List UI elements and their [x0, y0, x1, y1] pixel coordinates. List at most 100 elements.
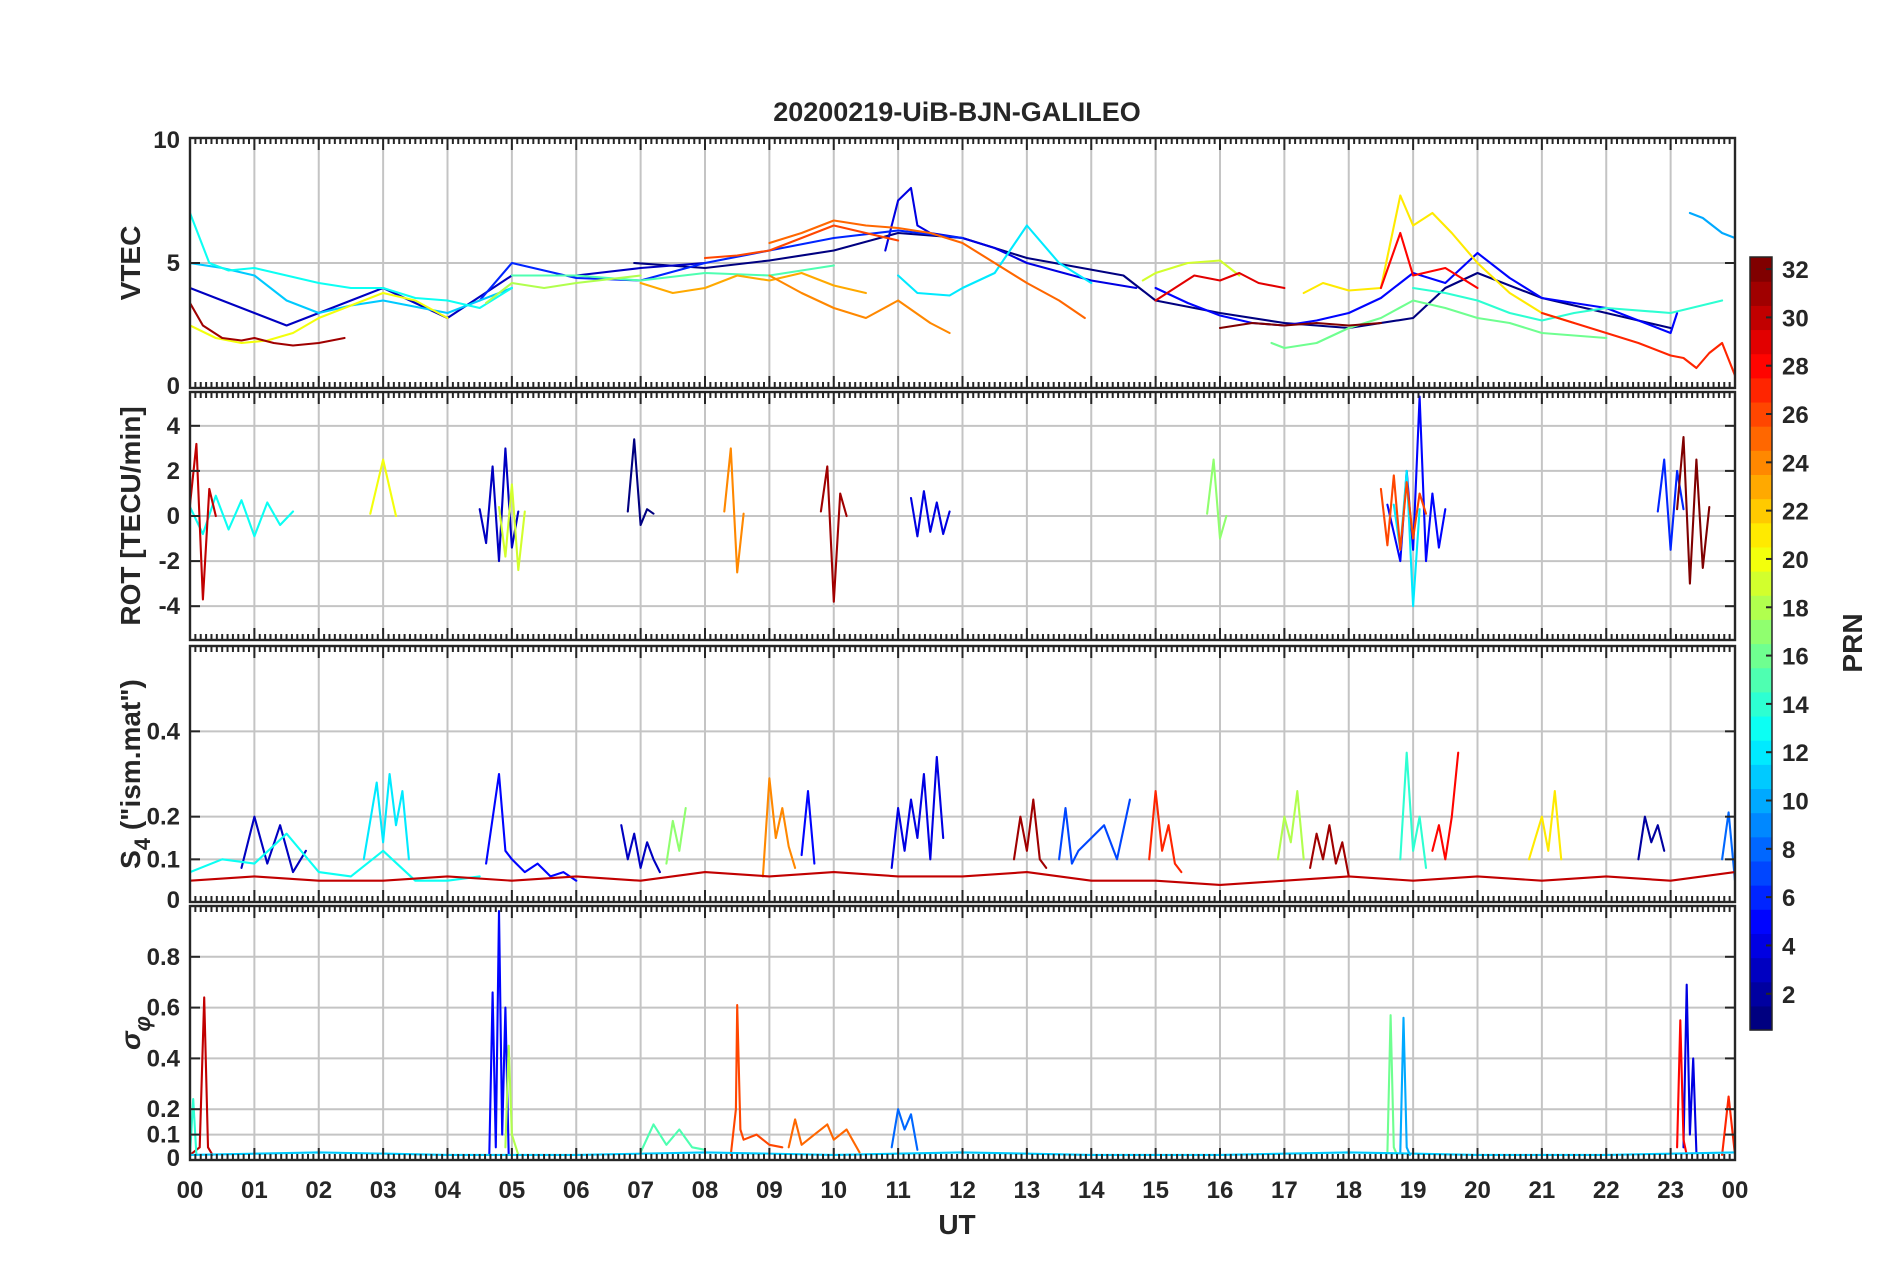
series-line-prn-21	[1527, 790, 1563, 861]
colorbar-swatch	[1750, 740, 1772, 765]
colorbar-swatch	[1750, 933, 1772, 959]
series-line-prn-24	[768, 274, 951, 335]
colorbar-swatch	[1750, 571, 1772, 596]
colorbar-swatch	[1750, 546, 1772, 572]
x-tick-label: 00	[1722, 1177, 1749, 1204]
y-tick-label: -4	[159, 593, 181, 620]
x-tick-label: 00	[177, 1177, 204, 1204]
colorbar-swatch	[1750, 257, 1772, 282]
colorbar-tick-label: 14	[1782, 692, 1809, 719]
series-line-prn-20	[190, 291, 449, 345]
series-line-prn-3	[478, 447, 520, 563]
series-line-prn-31	[819, 465, 848, 603]
y-tick-label: 0.4	[147, 718, 181, 745]
series-line-prn-2	[1637, 815, 1666, 861]
series-line-prn-6	[478, 229, 964, 302]
series-line-prn-27	[1148, 790, 1183, 874]
x-tick-label: 10	[820, 1177, 847, 1204]
colorbar-swatch	[1750, 450, 1772, 476]
x-tick-label: 19	[1400, 1177, 1427, 1204]
x-tick-label: 22	[1593, 1177, 1620, 1204]
colorbar-tick-label: 24	[1782, 450, 1809, 477]
series-line-prn-14	[1412, 286, 1724, 322]
series-line-prn-15	[639, 1123, 707, 1154]
colorbar-swatch	[1750, 281, 1772, 306]
colorbar-tick-label: 2	[1782, 982, 1795, 1009]
colorbar-swatch	[1750, 522, 1772, 548]
x-tick-label: 12	[949, 1177, 976, 1204]
x-tick-label: 03	[370, 1177, 397, 1204]
y-axis-label-s4: S4 ("ism.mat")	[115, 679, 155, 869]
x-tick-label: 21	[1529, 1177, 1556, 1204]
x-tick-label: 23	[1657, 1177, 1684, 1204]
colorbar-swatch	[1750, 909, 1772, 934]
x-tick-label: 06	[563, 1177, 590, 1204]
colorbar-swatch	[1750, 667, 1772, 693]
colorbar-swatch	[1750, 329, 1772, 355]
series-line-prn-16	[1270, 299, 1608, 350]
y-tick-label: 0.1	[147, 846, 180, 873]
y-tick-label: 0.8	[147, 944, 180, 971]
series-line-prn-23	[639, 271, 867, 295]
colorbar-tick-label: 30	[1782, 305, 1809, 332]
y-axis-label-rot: ROT [TECU/min]	[115, 406, 146, 625]
series-line-prn-27	[1721, 1095, 1735, 1156]
series-line-prn-17	[665, 807, 687, 865]
series-group-rot	[190, 395, 1711, 608]
series-line-prn-28	[1431, 751, 1460, 861]
y-tick-label: 2	[167, 458, 180, 485]
panel-s4: 0 0.1 0.2 0.4S4 ("ism.mat")	[115, 644, 1737, 914]
series-line-prn-8	[890, 1108, 919, 1151]
y-tick-label: -2	[159, 548, 180, 575]
colorbar-swatch	[1750, 305, 1772, 331]
colorbar-swatch	[1750, 1005, 1772, 1031]
colorbar-tick-label: 32	[1782, 257, 1809, 284]
series-line-prn-12	[362, 772, 410, 861]
colorbar-swatch	[1750, 401, 1772, 427]
colorbar-tick-label: 22	[1782, 499, 1809, 526]
series-line-prn-14	[1399, 751, 1428, 869]
x-tick-label: 20	[1464, 1177, 1491, 1204]
series-line-prn-29	[1154, 271, 1286, 302]
colorbar-tick-label: 8	[1782, 837, 1795, 864]
colorbar-swatch	[1750, 474, 1772, 500]
colorbar-swatch	[1750, 715, 1772, 741]
y-tick-label: 0.4	[147, 1045, 181, 1072]
series-line-prn-26	[1379, 474, 1428, 551]
colorbar-tick-label: 10	[1782, 789, 1809, 816]
x-tick-label: 05	[499, 1177, 526, 1204]
y-axis-label-sigma_phi: σφ	[115, 1016, 155, 1050]
colorbar-swatch	[1750, 643, 1772, 669]
x-tick-label: 13	[1014, 1177, 1041, 1204]
series-line-prn-25	[787, 1118, 861, 1154]
colorbar-label: PRN	[1837, 613, 1868, 672]
series-group-s4	[190, 751, 1735, 886]
series-line-prn-5	[488, 910, 510, 1156]
series-line-prn-10	[1399, 1016, 1411, 1156]
series-line-prn-1	[633, 231, 1672, 330]
series-line-prn-30	[190, 442, 217, 601]
colorbar-swatch	[1750, 860, 1772, 886]
series-line-prn-28	[1676, 1019, 1688, 1156]
series-line-prn-31	[1012, 798, 1048, 869]
y-tick-label: 0.2	[147, 804, 180, 831]
series-line-prn-20	[369, 458, 398, 518]
series-line-prn-5	[1154, 251, 1679, 335]
series-line-prn-13	[190, 832, 481, 882]
series-line-prn-31	[1309, 824, 1350, 878]
colorbar-swatch	[1750, 498, 1772, 524]
series-line-prn-15	[510, 264, 835, 282]
panel-rot: -4 -2 0 2 4 ROT [TECU/min]	[115, 390, 1737, 642]
x-tick-label: 01	[241, 1177, 268, 1204]
series-line-prn-4	[909, 490, 951, 538]
series-line-prn-28	[1379, 231, 1479, 290]
colorbar-swatch	[1750, 595, 1772, 620]
colorbar-tick-label: 28	[1782, 354, 1809, 381]
series-line-prn-25	[768, 219, 1086, 320]
y-tick-label: 0.6	[147, 995, 180, 1022]
series-line-prn-16	[1386, 1014, 1399, 1156]
series-line-prn-12	[897, 224, 1093, 297]
x-tick-label: 15	[1142, 1177, 1169, 1204]
series-line-prn-10	[1688, 211, 1735, 240]
